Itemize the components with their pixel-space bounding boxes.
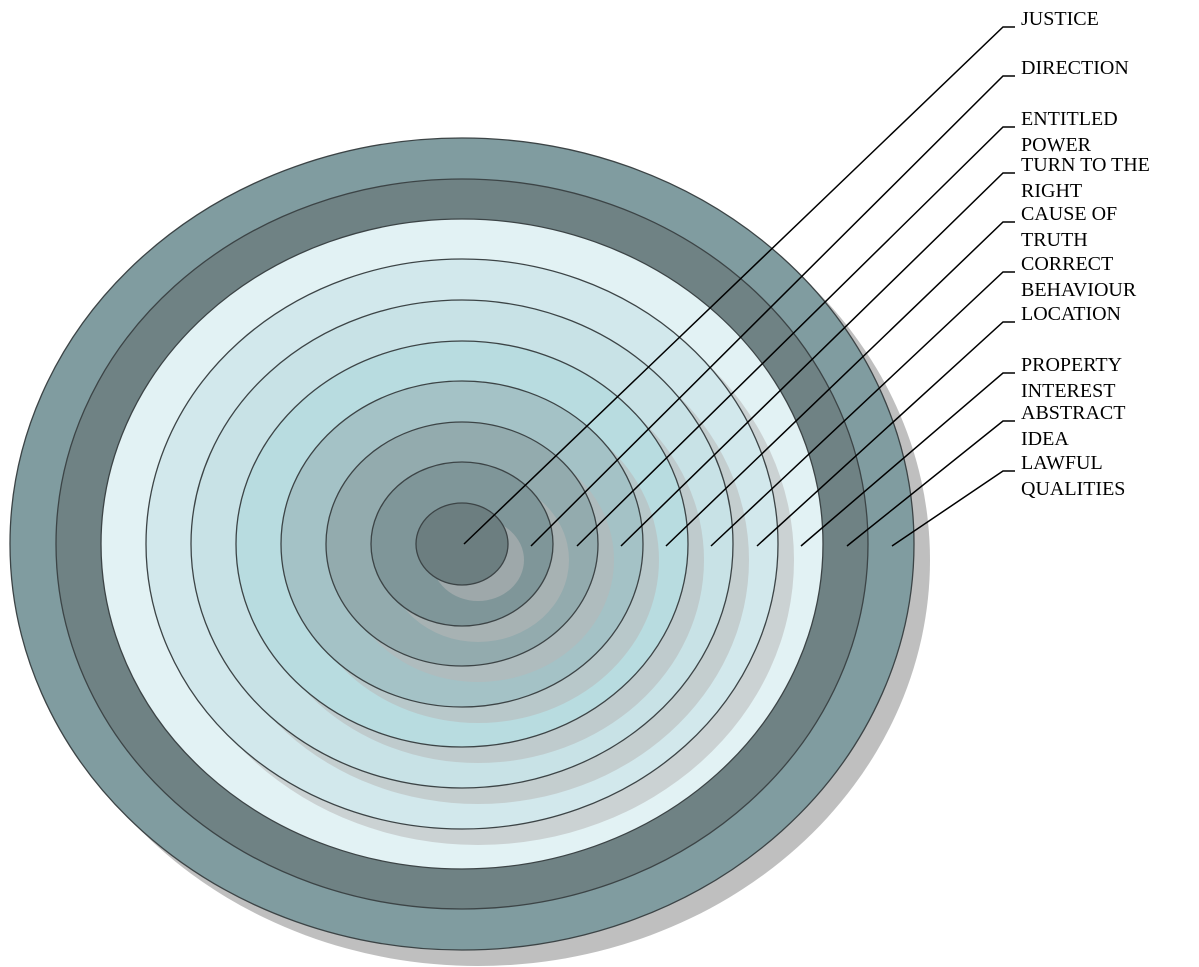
ring-label-line: PROPERTY [1021,354,1122,376]
leader-line [665,221,1015,547]
ring-label-line: POWER [1021,134,1092,156]
leader-line [576,126,1015,547]
ring-label-line: CAUSE OF [1021,203,1117,225]
leader-lines-group [463,26,1015,547]
ring-label: PROPERTY INTEREST [1021,354,1122,402]
leader-line [891,470,1015,547]
ring-label: CORRECT BEHAVIOUR [1021,253,1137,301]
leader-line [530,75,1015,547]
leader-line [620,172,1015,547]
ring-label: JUSTICE [1021,8,1099,30]
ring-label-line: JUSTICE [1021,8,1099,30]
ring-label-line: LOCATION [1021,303,1121,325]
ring-label-line: BEHAVIOUR [1021,279,1137,301]
ring-label: CAUSE OF TRUTH [1021,203,1117,251]
leader-line [710,271,1015,547]
ring-label-line: IDEA [1021,428,1069,450]
leader-line [800,372,1015,547]
ring-label: LAWFUL QUALITIES [1021,452,1125,500]
ring-label-line: TURN TO THE [1021,154,1150,176]
leader-line [756,321,1015,547]
ring-label: LOCATION [1021,303,1121,325]
ring-label-line: RIGHT [1021,180,1082,202]
ring-label: ABSTRACT IDEA [1021,402,1125,450]
ring-label-line: TRUTH [1021,229,1088,251]
ring-label-line: ABSTRACT [1021,402,1125,424]
ring-label-line: LAWFUL [1021,452,1103,474]
ring-label-line: DIRECTION [1021,57,1129,79]
ring-label-line: CORRECT [1021,253,1113,275]
ring-label: TURN TO THE RIGHT [1021,154,1150,202]
rings-group [9,137,930,966]
ring-label-line: ENTITLED [1021,108,1118,130]
ring-label: DIRECTION [1021,57,1129,79]
ring-label: ENTITLED POWER [1021,108,1118,156]
ring-label-line: QUALITIES [1021,478,1125,500]
ring-label-line: INTEREST [1021,380,1115,402]
leader-line [846,420,1015,547]
leader-line [463,26,1015,545]
